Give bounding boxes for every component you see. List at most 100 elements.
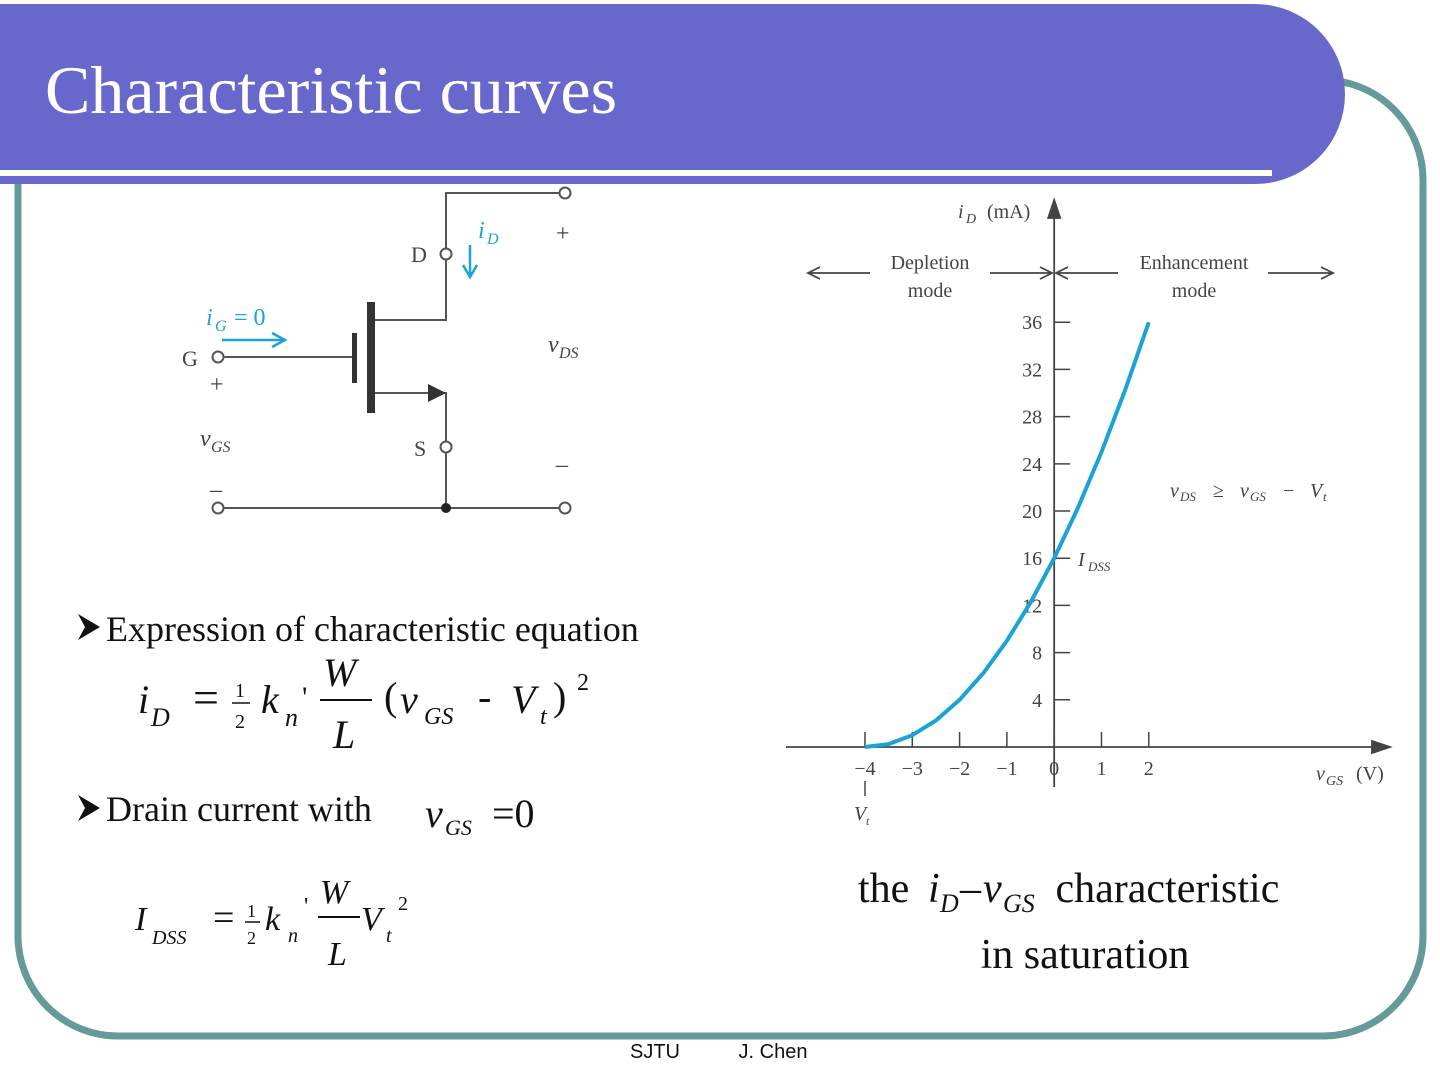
y-axis xyxy=(1046,197,1062,787)
eq-part: W xyxy=(320,874,351,911)
minus-label: – xyxy=(209,477,223,503)
caption: GS xyxy=(1003,889,1035,918)
bullet-marker xyxy=(78,795,100,821)
bullet-text: Drain current with xyxy=(106,789,372,829)
footer-text: J. Chen xyxy=(739,1041,808,1063)
terminal xyxy=(558,501,572,515)
slide-title: Characteristic curves xyxy=(45,52,617,128)
subscript: G xyxy=(215,318,227,335)
terminal xyxy=(211,501,225,515)
mode-arrows xyxy=(805,266,1336,280)
gate-plate xyxy=(352,333,357,383)
annotation: GS xyxy=(1250,489,1266,504)
annotation: t xyxy=(866,814,870,828)
y-tick-label: 36 xyxy=(1022,312,1042,334)
terminal xyxy=(558,186,572,200)
eq-part: V xyxy=(361,901,386,938)
annotation: I xyxy=(1077,549,1086,571)
eq-part: D xyxy=(150,703,170,732)
y-tick-label: 4 xyxy=(1032,690,1042,712)
x-tick-label: 0 xyxy=(1049,758,1059,780)
y-tick-label: 24 xyxy=(1022,454,1042,476)
minus-label: – xyxy=(555,452,569,478)
bullet-marker xyxy=(78,614,100,640)
terminal xyxy=(211,350,225,364)
caption: i xyxy=(928,866,940,912)
plus-label: + xyxy=(210,372,224,398)
eq-part: k xyxy=(261,677,280,722)
eq-part: L xyxy=(332,712,355,757)
var: = 0 xyxy=(228,305,266,331)
annotation: v xyxy=(1170,480,1179,502)
y-tick-label: 8 xyxy=(1032,643,1042,665)
eq-part: 2 xyxy=(398,893,408,915)
annotation: Depletion xyxy=(891,252,970,274)
eq-part: 2 xyxy=(247,928,256,948)
annotation: Enhancement xyxy=(1140,252,1249,274)
eq-part: ' xyxy=(304,894,308,920)
annotation: − xyxy=(1283,480,1294,502)
x-axis-label: (V) xyxy=(1356,763,1384,785)
eq-part: ) xyxy=(553,674,566,719)
terminal xyxy=(439,440,453,454)
caption: v xyxy=(983,866,1002,912)
x-axis-label: v xyxy=(1316,763,1325,785)
subscript: D xyxy=(486,231,499,248)
x-axis-label: GS xyxy=(1326,774,1343,789)
y-axis-label: (mA) xyxy=(987,201,1030,223)
chart: i D (mA) v GS (V) Depletion mode Enhance… xyxy=(805,201,1384,978)
eq-part: - xyxy=(478,674,491,719)
eq-part: i xyxy=(138,677,149,722)
eq-part: I xyxy=(134,901,148,938)
caption: D xyxy=(939,889,959,918)
caption: in saturation xyxy=(981,932,1190,978)
eq-part: t xyxy=(386,925,392,947)
y-axis-label: D xyxy=(965,212,976,227)
eq-part: t xyxy=(540,704,548,730)
eq-part: 1 xyxy=(235,680,245,702)
circuit: D G S + – + – i D i G = 0 v DS v GS xyxy=(182,186,579,515)
x-axis xyxy=(786,739,1393,755)
var: i xyxy=(478,218,485,244)
eq-part: L xyxy=(327,936,347,973)
eq-part: ( xyxy=(384,674,397,719)
eq-part: V xyxy=(511,677,540,722)
y-tick-label: 28 xyxy=(1022,407,1042,429)
drain-current-arrow xyxy=(461,245,479,280)
caption: characteristic xyxy=(1045,866,1279,912)
y-tick-label: 32 xyxy=(1022,359,1042,381)
caption: the xyxy=(858,866,920,912)
x-tick-label: 2 xyxy=(1144,758,1154,780)
plus-label: + xyxy=(556,221,570,247)
source-arrow xyxy=(428,384,446,402)
eq-part: 2 xyxy=(235,711,245,733)
eq-part: =0 xyxy=(492,791,535,836)
annotation: mode xyxy=(908,280,953,302)
subscript: DS xyxy=(558,345,579,362)
eq-part: GS xyxy=(424,704,453,730)
annotation: t xyxy=(1323,489,1327,504)
y-tick-label: 12 xyxy=(1022,595,1042,617)
eq-part: v xyxy=(400,677,418,722)
eq-part: n xyxy=(288,925,298,947)
curve xyxy=(864,321,1151,749)
title-stripe xyxy=(0,170,1272,176)
eq-part: = xyxy=(213,897,234,939)
eq-part: n xyxy=(285,703,298,732)
caption: – xyxy=(959,866,982,912)
var: i xyxy=(206,305,213,331)
annotation: mode xyxy=(1172,280,1217,302)
subscript: GS xyxy=(211,439,231,456)
eq-part: DSS xyxy=(151,927,186,949)
y-axis-label: i xyxy=(958,201,964,223)
annotation: v xyxy=(1240,480,1249,502)
eq-part: GS xyxy=(445,815,472,840)
x-tick-label: −3 xyxy=(902,758,923,780)
x-tick-label: −1 xyxy=(996,758,1017,780)
eq-part: v xyxy=(425,791,443,836)
gate-label: G xyxy=(182,346,198,371)
eq-part: ' xyxy=(302,681,307,714)
annotation: V xyxy=(854,803,869,825)
